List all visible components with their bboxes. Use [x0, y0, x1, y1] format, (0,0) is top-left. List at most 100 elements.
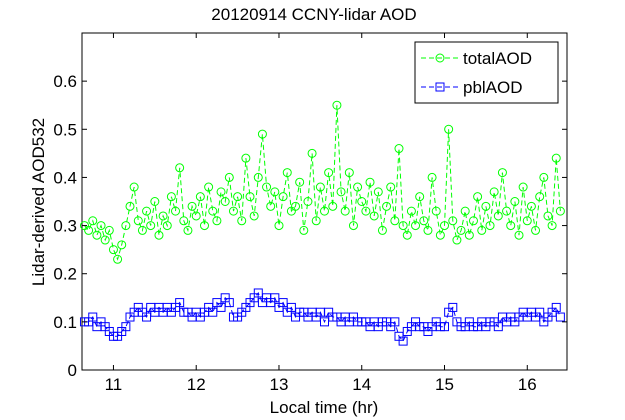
- legend-marker-pblaod: [435, 82, 445, 92]
- data-point-totalaod: [262, 182, 272, 192]
- data-point-totalaod: [390, 216, 400, 226]
- chart-title: 20120914 CCNY-lidar AOD: [211, 5, 416, 24]
- x-tick-label: 11: [105, 375, 123, 394]
- legend-marker-totalaod: [435, 53, 445, 63]
- data-point-totalaod: [427, 172, 437, 182]
- y-tick-label: 0: [68, 361, 77, 380]
- data-point-totalaod: [419, 216, 429, 226]
- x-tick-label: 14: [352, 375, 371, 394]
- data-point-totalaod: [539, 172, 549, 182]
- y-tick-label: 0.5: [53, 120, 77, 139]
- data-point-totalaod: [228, 206, 238, 216]
- y-tick-label: 0.6: [53, 72, 77, 91]
- data-point-totalaod: [158, 211, 168, 221]
- data-point-totalaod: [468, 216, 478, 226]
- data-point-totalaod: [411, 221, 421, 231]
- y-tick-label: 0.1: [53, 313, 77, 332]
- data-point-pblaod: [448, 302, 458, 312]
- data-point-pblaod: [278, 298, 288, 308]
- x-tick-label: 12: [187, 375, 206, 394]
- data-point-totalaod: [171, 206, 181, 216]
- data-point-totalaod: [440, 221, 450, 231]
- data-point-totalaod: [162, 221, 172, 231]
- data-point-pblaod: [142, 312, 152, 322]
- data-point-totalaod: [415, 192, 425, 202]
- data-point-totalaod: [535, 192, 545, 202]
- data-point-totalaod: [96, 221, 106, 231]
- data-point-totalaod: [233, 192, 243, 202]
- data-point-totalaod: [340, 206, 350, 216]
- data-point-totalaod: [204, 182, 214, 192]
- data-point-totalaod: [518, 182, 528, 192]
- data-point-totalaod: [506, 221, 516, 231]
- data-point-totalaod: [241, 153, 251, 163]
- data-point-totalaod: [224, 172, 234, 182]
- legend-label-totalaod: totalAOD: [463, 49, 532, 68]
- data-point-totalaod: [348, 221, 358, 231]
- data-point-totalaod: [100, 235, 110, 245]
- data-point-totalaod: [497, 168, 507, 178]
- x-axis-label: Local time (hr): [270, 398, 379, 417]
- series-layer: [79, 100, 565, 346]
- data-point-totalaod: [353, 182, 363, 192]
- y-tick-label: 0.4: [53, 168, 77, 187]
- data-point-totalaod: [394, 144, 404, 154]
- data-point-totalaod: [108, 245, 118, 255]
- data-point-totalaod: [547, 221, 557, 231]
- data-point-totalaod: [179, 216, 189, 226]
- data-point-totalaod: [104, 225, 114, 235]
- data-point-pblaod: [121, 322, 131, 332]
- data-point-totalaod: [485, 221, 495, 231]
- data-point-pblaod: [224, 298, 234, 308]
- data-point-totalaod: [282, 168, 292, 178]
- data-point-totalaod: [315, 182, 325, 192]
- data-point-totalaod: [253, 172, 263, 182]
- data-point-totalaod: [344, 168, 354, 178]
- data-point-totalaod: [373, 187, 383, 197]
- data-point-totalaod: [386, 182, 396, 192]
- data-point-totalaod: [191, 211, 201, 221]
- data-point-totalaod: [121, 221, 131, 231]
- data-point-totalaod: [369, 211, 379, 221]
- data-point-totalaod: [398, 221, 408, 231]
- data-point-totalaod: [303, 197, 313, 206]
- data-point-pblaod: [270, 293, 280, 303]
- data-point-totalaod: [493, 211, 503, 221]
- legend: totalAOD pblAOD: [414, 41, 559, 104]
- data-point-totalaod: [208, 206, 218, 216]
- data-point-pblaod: [175, 298, 185, 308]
- data-point-totalaod: [477, 225, 487, 235]
- series-totalaod: [79, 100, 565, 264]
- data-point-totalaod: [502, 206, 512, 216]
- data-point-pblaod: [390, 317, 400, 327]
- data-point-totalaod: [166, 192, 176, 202]
- axis-ticks: 11 12 13 14 15 16 0 0.1 0.2 0.3 0.4 0.5 0.6: [53, 33, 567, 394]
- data-point-totalaod: [510, 197, 520, 206]
- data-point-pblaod: [535, 307, 545, 317]
- data-point-totalaod: [332, 100, 342, 110]
- x-tick-label: 13: [270, 375, 289, 394]
- data-point-totalaod: [555, 206, 565, 216]
- data-point-totalaod: [142, 206, 152, 216]
- data-point-totalaod: [460, 206, 470, 216]
- data-point-totalaod: [274, 221, 284, 231]
- y-axis-label: Lidar-derived AOD532: [29, 118, 48, 286]
- x-tick-label: 16: [518, 375, 537, 394]
- data-point-totalaod: [402, 230, 412, 240]
- data-point-totalaod: [199, 221, 209, 231]
- data-point-totalaod: [187, 201, 197, 211]
- data-point-totalaod: [212, 216, 222, 226]
- data-point-pblaod: [253, 288, 263, 298]
- data-point-totalaod: [543, 211, 553, 221]
- data-point-totalaod: [481, 201, 491, 211]
- data-point-totalaod: [249, 211, 259, 221]
- data-point-totalaod: [514, 230, 524, 240]
- data-point-pblaod: [88, 312, 98, 322]
- legend-box: [414, 41, 559, 104]
- data-point-totalaod: [464, 230, 474, 240]
- data-point-totalaod: [431, 206, 441, 216]
- data-point-pblaod: [320, 317, 329, 327]
- data-point-totalaod: [88, 216, 98, 226]
- data-point-totalaod: [245, 192, 255, 202]
- data-point-totalaod: [125, 201, 135, 211]
